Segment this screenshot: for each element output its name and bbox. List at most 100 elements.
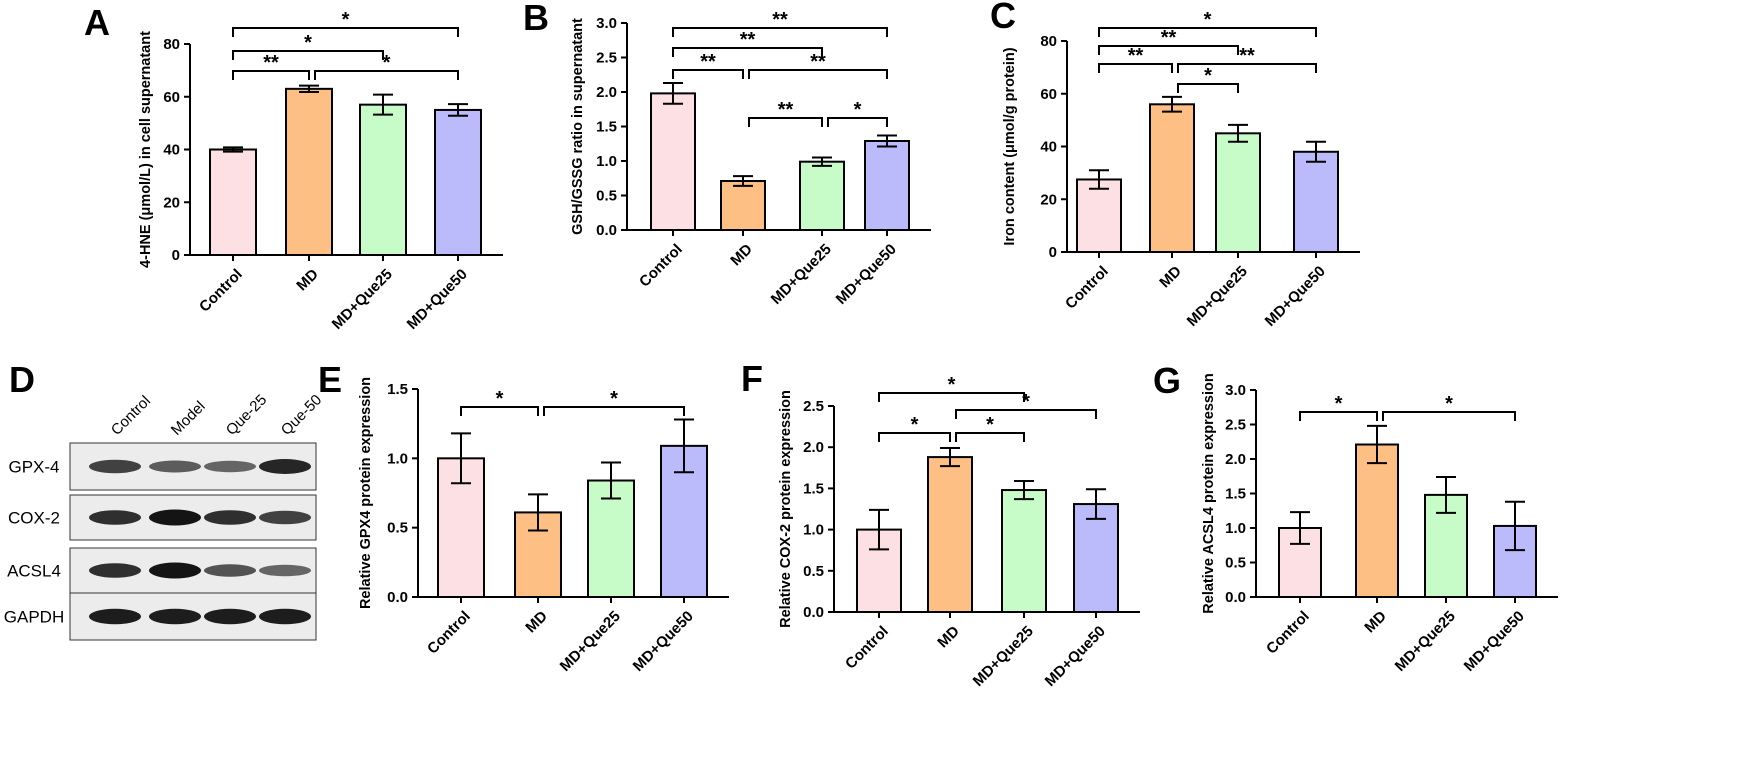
significance-label: *: [342, 9, 350, 31]
significance-bracket: [1098, 27, 1317, 37]
panel-letter: B: [523, 0, 549, 38]
significance-bracket: [1299, 411, 1378, 421]
y-tick-label: 1.5: [387, 381, 408, 398]
x-tick-label: MD: [293, 266, 322, 295]
y-tick-label: 0: [172, 247, 180, 264]
y-axis-label: Relative ACSL4 protein expression: [1201, 373, 1217, 613]
chart-panel-b: B 0.0 0.5 1.0 1.5 2.0 2.5 3.0 GSH/GSSG ratio in …: [523, 0, 931, 308]
significance-label: *: [610, 388, 618, 410]
blot-band: [89, 608, 141, 625]
significance-label: *: [986, 414, 994, 436]
chart-panel-a: A 0 20 40 60 80 4-HNE (μmol/L) in cell superna…: [84, 2, 503, 333]
blot-band: [204, 608, 256, 625]
significance-label: **: [1128, 45, 1144, 67]
y-tick-label: 40: [1040, 139, 1057, 156]
y-tick-label: 2.5: [1225, 417, 1246, 434]
y-tick-label: 2.5: [596, 50, 617, 67]
y-tick-label: 1.0: [1225, 520, 1246, 537]
blot-band: [259, 510, 311, 525]
y-axis-label: Relative GPX4 protein expression: [358, 377, 374, 609]
bar: [359, 103, 407, 256]
significance-label: *: [383, 52, 391, 74]
y-tick-label: 20: [1040, 191, 1057, 208]
significance-label: **: [772, 9, 788, 31]
x-tick-label: MD: [727, 241, 756, 270]
significance-bracket: [1177, 83, 1239, 93]
significance-label: *: [304, 32, 312, 54]
blot-band: [259, 459, 311, 474]
y-axis-label: GSH/GSSG ratio in supernatant: [570, 18, 586, 235]
bar: [720, 180, 766, 231]
x-tick-label: MD+Que25: [329, 266, 396, 333]
significance-label: **: [700, 51, 716, 73]
y-tick-label: 0: [1049, 244, 1057, 261]
significance-label: *: [1204, 9, 1212, 31]
y-tick-label: 80: [163, 36, 180, 53]
y-tick-label: 2.0: [596, 84, 617, 101]
significance-label: **: [1239, 45, 1255, 67]
blot-band: [149, 509, 201, 526]
significance-bracket: [314, 70, 459, 80]
significance-bracket: [232, 50, 384, 60]
significance-bracket: [1098, 63, 1173, 73]
blot-row-label: GAPDH: [4, 608, 64, 627]
bar: [1001, 489, 1047, 614]
bar: [209, 148, 257, 256]
blot-lane-label: Control: [108, 393, 154, 439]
y-tick-label: 3.0: [596, 15, 617, 32]
y-tick-label: 0.5: [596, 188, 617, 205]
significance-bracket: [1098, 45, 1239, 55]
significance-bracket: [672, 69, 744, 79]
y-axis-label: 4-HNE (μmol/L) in cell supernatant: [138, 31, 154, 268]
chart-panel-e: E 0.0 0.5 1.0 1.5 Relative GPX4 protein expre…: [318, 359, 729, 675]
y-tick-label: 2.0: [803, 439, 824, 456]
y-tick-label: 1.5: [596, 119, 617, 136]
y-axis-label: Relative COX-2 protein expression: [778, 390, 794, 628]
significance-label: *: [1022, 391, 1030, 413]
x-tick-label: MD+Que50: [1042, 623, 1109, 690]
blot-band: [149, 562, 201, 579]
y-tick-label: 60: [1040, 86, 1057, 103]
significance-bracket: [827, 117, 888, 127]
bar: [799, 160, 845, 231]
panel-letter: F: [741, 358, 763, 399]
chart-panel-c: C 0 20 40 60 80 Iron content (μmol/g protein) C…: [990, 0, 1360, 330]
significance-label: **: [778, 99, 794, 121]
y-tick-label: 1.0: [803, 522, 824, 539]
y-tick-label: 2.0: [1225, 451, 1246, 468]
x-tick-label: MD+Que50: [833, 241, 900, 308]
x-tick-label: MD: [522, 608, 551, 637]
significance-bracket: [672, 27, 888, 37]
significance-label: **: [1161, 27, 1177, 49]
y-tick-label: 80: [1040, 33, 1057, 50]
panel-letter: D: [9, 359, 35, 400]
bar: [1149, 103, 1195, 253]
x-tick-label: MD+Que25: [557, 608, 624, 675]
significance-bracket: [878, 392, 1025, 402]
significance-bracket: [955, 432, 1025, 442]
x-tick-label: MD+Que25: [1392, 608, 1459, 675]
y-tick-label: 0.0: [803, 604, 824, 621]
bar: [927, 456, 973, 614]
blot-band: [89, 510, 141, 525]
y-tick-label: 0.5: [803, 563, 824, 580]
bar: [1215, 132, 1261, 253]
western-blot-panel: D Control Model Que-25 Que-50 GPX-4 COX-2 ACSL4…: [4, 359, 325, 641]
significance-bracket: [1382, 411, 1516, 421]
panel-letter: E: [318, 359, 342, 400]
y-tick-label: 0.0: [596, 222, 617, 239]
significance-bracket: [878, 432, 951, 442]
significance-bracket: [232, 27, 459, 37]
bar: [285, 87, 333, 257]
significance-label: *: [854, 99, 862, 121]
significance-label: **: [263, 52, 279, 74]
x-tick-label: Control: [424, 608, 474, 658]
y-tick-label: 1.0: [596, 153, 617, 170]
y-axis-label: Iron content (μmol/g protein): [1002, 47, 1018, 245]
y-tick-label: 20: [163, 194, 180, 211]
x-tick-label: MD+Que50: [1262, 263, 1329, 330]
bar: [650, 92, 696, 231]
x-tick-label: MD+Que25: [1184, 263, 1251, 330]
blot-lane-label: Model: [168, 398, 209, 439]
chart-panel-g: G 0.0 0.5 1.0 1.5 2.0 2.5 3.0 Relative ACSL4 pro…: [1153, 360, 1558, 675]
